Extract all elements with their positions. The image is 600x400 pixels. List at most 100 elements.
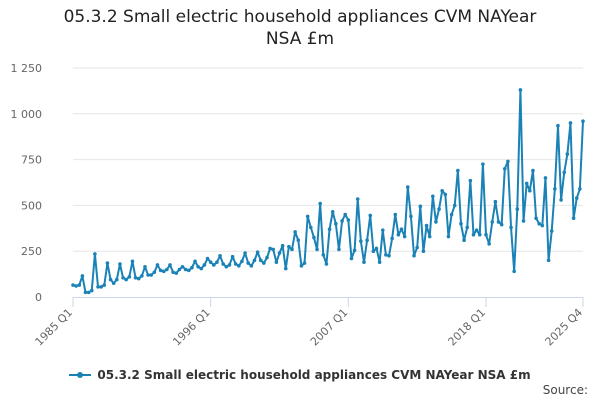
data-point bbox=[155, 263, 160, 267]
data-point bbox=[318, 201, 322, 206]
data-point bbox=[459, 221, 463, 226]
data-point bbox=[136, 276, 141, 281]
data-point bbox=[252, 258, 257, 263]
data-point bbox=[421, 249, 426, 253]
data-point bbox=[205, 256, 210, 261]
data-point bbox=[512, 269, 516, 274]
data-point bbox=[227, 263, 232, 267]
x-tick-label: 1985 Q1 bbox=[33, 306, 76, 349]
y-axis-labels: 0 250 500 750 1 000 1 250 bbox=[11, 62, 43, 304]
data-point bbox=[521, 219, 526, 223]
data-point bbox=[359, 239, 363, 243]
legend[interactable]: 05.3.2 Small electric household applianc… bbox=[0, 365, 600, 385]
data-point bbox=[230, 254, 235, 259]
data-point bbox=[537, 221, 541, 226]
data-point bbox=[302, 261, 307, 265]
data-point bbox=[330, 210, 335, 214]
data-point bbox=[568, 121, 573, 125]
data-point bbox=[534, 216, 538, 221]
data-point bbox=[93, 252, 97, 256]
data-point bbox=[133, 275, 138, 280]
data-point bbox=[543, 176, 548, 180]
legend-line-symbol-icon bbox=[69, 372, 92, 378]
data-point bbox=[343, 212, 348, 217]
data-point bbox=[280, 243, 285, 248]
data-point bbox=[211, 263, 216, 267]
data-point bbox=[111, 281, 116, 286]
data-point bbox=[218, 253, 222, 258]
data-point bbox=[77, 283, 82, 287]
data-point bbox=[158, 268, 163, 273]
data-point bbox=[127, 275, 132, 279]
data-point bbox=[515, 207, 520, 211]
data-point bbox=[565, 152, 570, 156]
data-point bbox=[246, 261, 251, 265]
data-point bbox=[380, 228, 385, 232]
data-point bbox=[502, 166, 507, 171]
data-point bbox=[362, 260, 366, 264]
y-tick-label: 1 250 bbox=[11, 62, 43, 75]
y-tick-label: 0 bbox=[35, 291, 42, 304]
data-point bbox=[174, 271, 179, 275]
data-point bbox=[265, 255, 269, 260]
data-point bbox=[562, 170, 567, 175]
data-point bbox=[531, 168, 535, 173]
y-tick-label: 750 bbox=[21, 154, 42, 167]
data-point bbox=[243, 251, 247, 255]
data-point bbox=[524, 181, 529, 186]
data-point bbox=[105, 261, 110, 265]
data-point bbox=[549, 229, 554, 233]
data-point bbox=[346, 218, 351, 222]
data-point bbox=[546, 258, 551, 263]
data-point bbox=[324, 262, 329, 266]
data-point bbox=[377, 260, 382, 264]
data-point bbox=[202, 263, 207, 267]
grid-lines bbox=[73, 67, 583, 252]
data-point bbox=[456, 168, 460, 173]
data-point bbox=[374, 246, 379, 251]
data-point bbox=[96, 285, 100, 289]
data-point bbox=[465, 225, 470, 230]
data-point bbox=[146, 273, 150, 277]
data-point bbox=[409, 214, 413, 219]
data-point bbox=[371, 249, 376, 253]
data-point bbox=[165, 267, 169, 272]
data-point bbox=[271, 247, 276, 252]
data-point bbox=[499, 222, 504, 227]
data-point bbox=[177, 267, 182, 272]
data-point bbox=[102, 283, 107, 287]
data-point bbox=[237, 264, 241, 268]
y-tick-label: 250 bbox=[21, 245, 42, 258]
series-line-group bbox=[71, 88, 585, 295]
data-point bbox=[349, 256, 354, 261]
data-point bbox=[315, 247, 319, 252]
data-point bbox=[283, 266, 288, 271]
data-point bbox=[186, 268, 191, 273]
data-point bbox=[462, 238, 466, 243]
data-point bbox=[393, 212, 398, 217]
data-point bbox=[355, 197, 360, 201]
data-point bbox=[312, 235, 316, 240]
x-axis-labels: 1985 Q1 1996 Q1 2007 Q1 2018 Q1 2025 Q4 bbox=[33, 306, 586, 349]
data-point bbox=[71, 283, 75, 287]
data-point bbox=[199, 266, 204, 271]
data-point bbox=[553, 187, 557, 191]
data-point bbox=[581, 119, 585, 123]
data-point bbox=[208, 260, 213, 264]
data-point bbox=[277, 251, 282, 255]
data-point bbox=[308, 225, 313, 230]
data-point bbox=[540, 223, 545, 228]
source-credit[interactable]: Source: bbox=[542, 383, 588, 397]
data-point bbox=[287, 244, 291, 249]
data-point bbox=[124, 277, 128, 282]
data-point bbox=[437, 207, 441, 211]
data-point bbox=[258, 258, 263, 263]
data-point bbox=[418, 204, 423, 209]
data-point bbox=[415, 245, 419, 250]
data-point bbox=[490, 220, 495, 224]
chart-title-line-2: NSA £m bbox=[265, 29, 335, 49]
data-point bbox=[168, 263, 172, 267]
chart-title: 05.3.2 Small electric household applianc… bbox=[0, 6, 600, 50]
data-point bbox=[396, 232, 401, 237]
data-point bbox=[240, 259, 244, 264]
